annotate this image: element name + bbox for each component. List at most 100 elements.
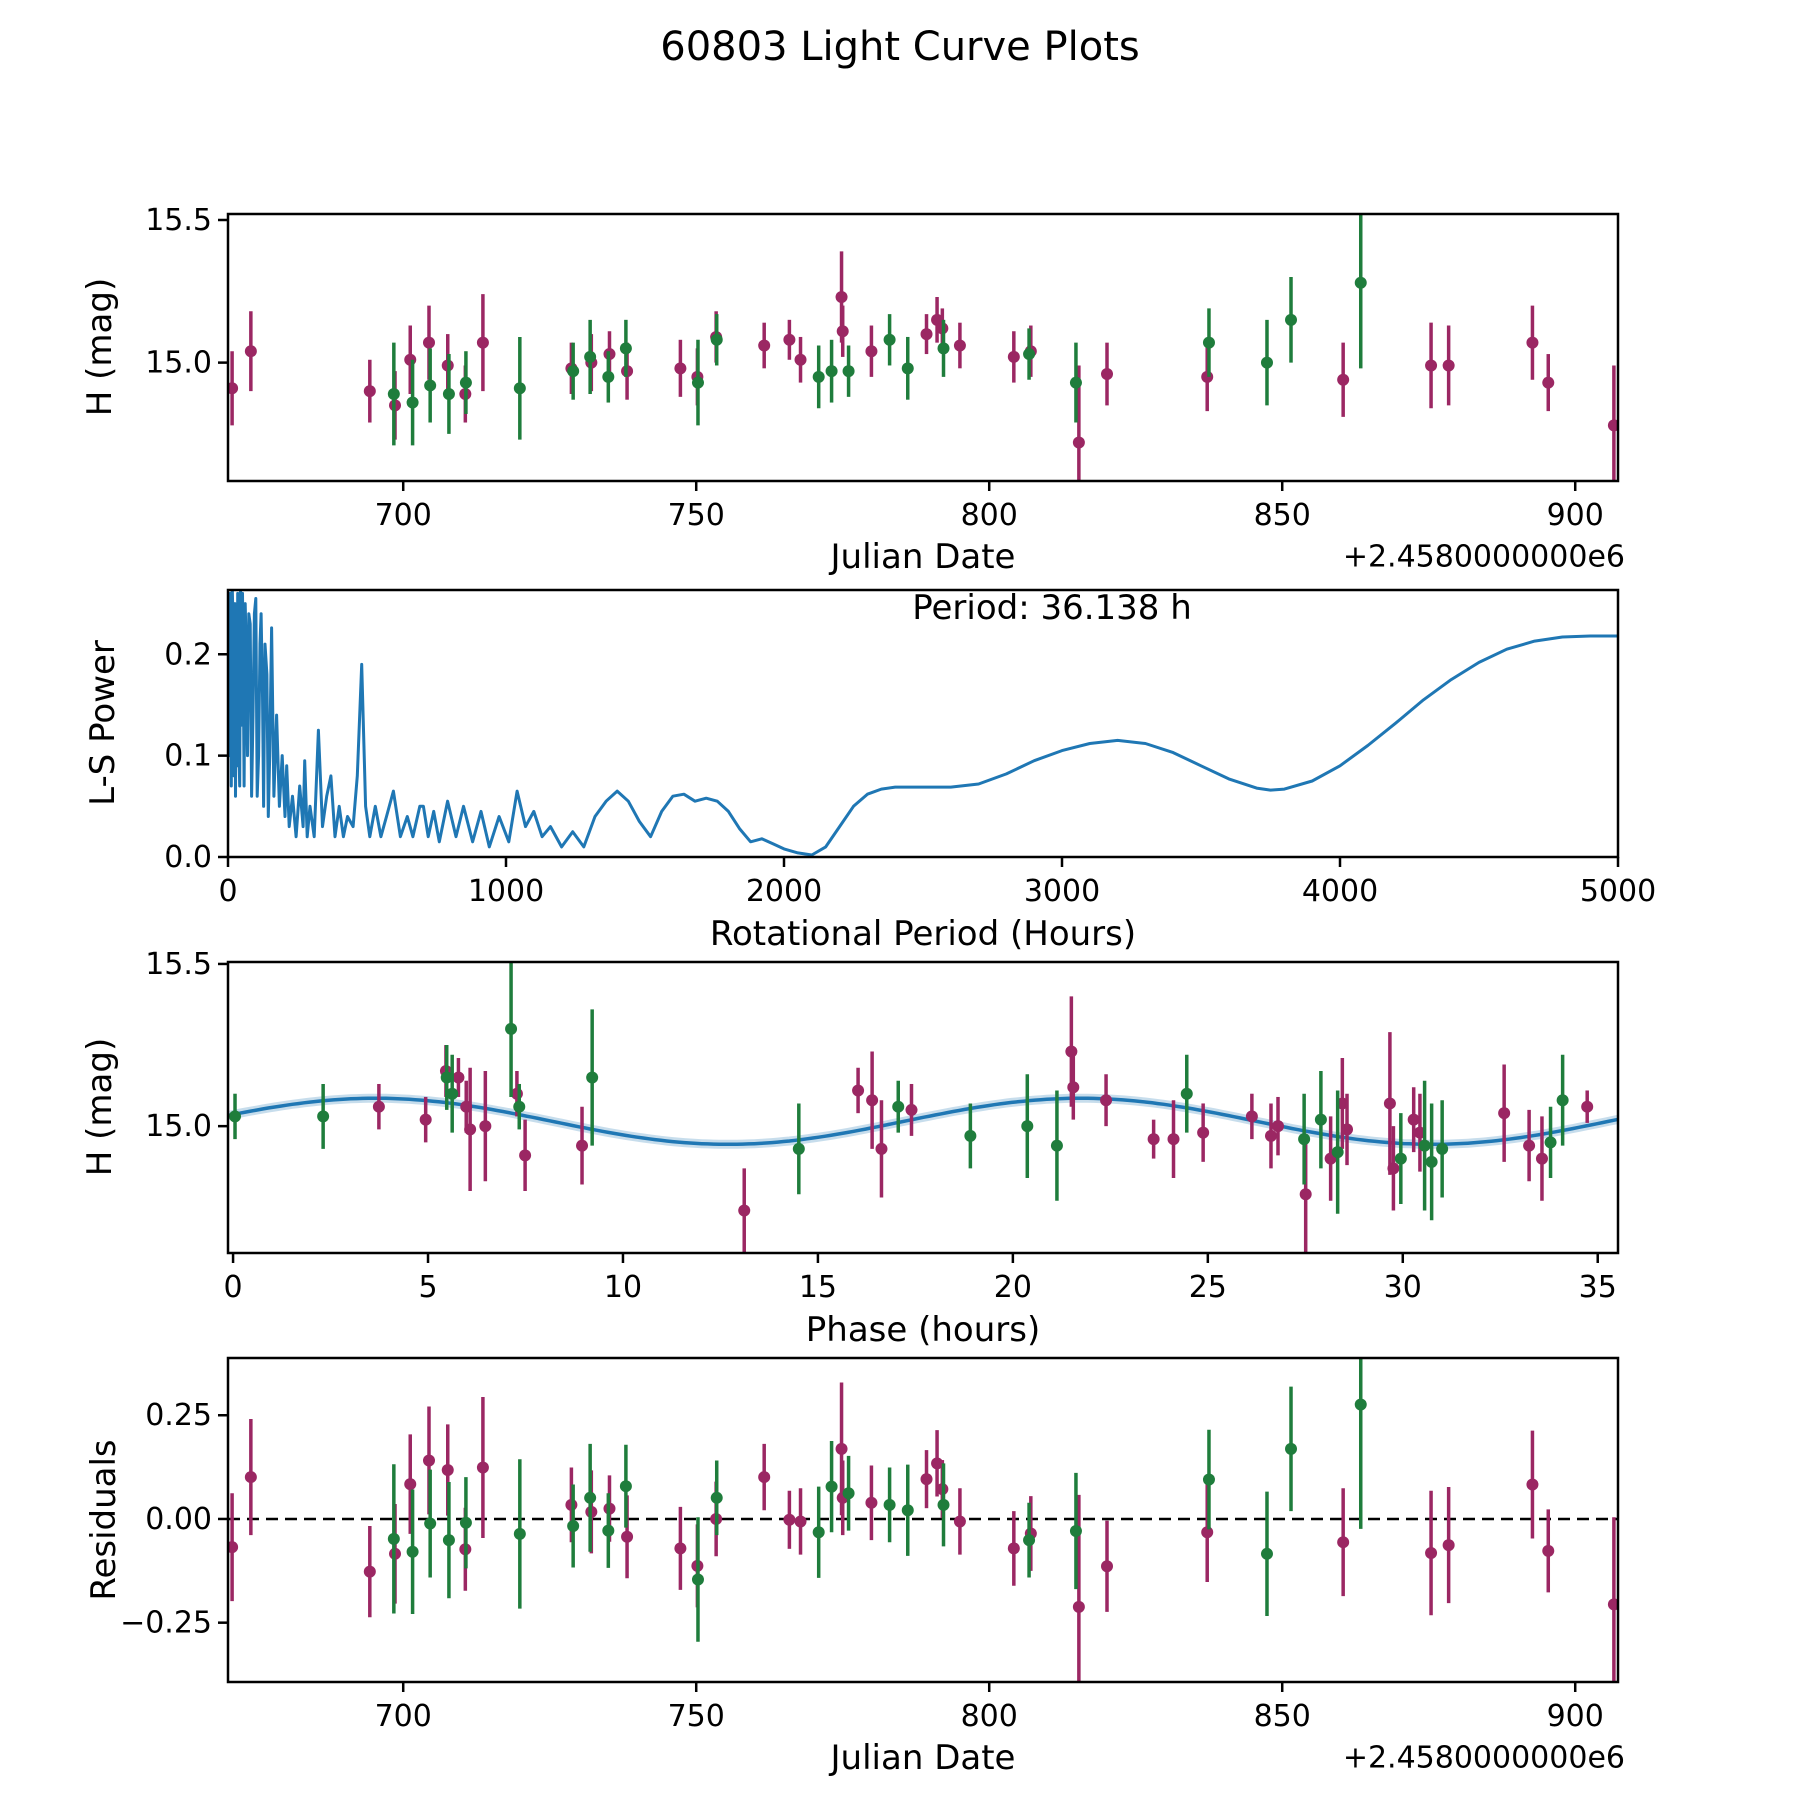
period-annotation: Period: 36.138 h [912,588,1192,628]
data-point [1394,1152,1407,1165]
data-point [1442,359,1455,372]
axes-frame [226,588,1620,859]
data-point [920,328,933,341]
data-point [1069,1524,1082,1537]
data-point [1285,1442,1298,1455]
data-point [1523,1139,1536,1152]
x-tick-label: 800 [961,1699,1018,1734]
data-point [317,1110,330,1123]
data-point [441,1464,454,1477]
data-point [1067,1081,1080,1094]
x-tick-label: 700 [375,1699,432,1734]
data-point [783,333,796,346]
data-point [422,1454,435,1467]
data-point [852,1084,865,1097]
data-point [519,1149,532,1162]
p4-y-axis-label: Residuals [84,1439,124,1601]
data-point [576,1139,589,1152]
x-tick-label: 10 [604,1270,642,1305]
data-point [1272,1120,1285,1133]
data-point [1542,1544,1555,1557]
data-point [505,1022,518,1035]
data-point [1299,1188,1312,1201]
data-point [1298,1133,1311,1146]
data-point [1023,1534,1036,1547]
data-point [738,1204,751,1217]
data-point [1556,1094,1569,1107]
data-point [883,333,896,346]
y-tick-label: 15.5 [145,947,212,982]
data-point [1425,359,1438,372]
data-point [244,345,257,358]
data-point [710,333,723,346]
x-tick-label: 900 [1547,498,1604,533]
p3-y-axis-label: H (mag) [80,1037,120,1177]
p3-x-axis-label: Phase (hours) [805,1310,1041,1350]
data-point [835,1442,848,1455]
data-point [464,1123,477,1136]
data-point [1383,1097,1396,1110]
data-point [842,1487,855,1500]
data-point [1202,336,1215,349]
data-point [1535,1152,1548,1165]
data-point [1425,1155,1438,1168]
x-tick-label: 0 [224,1270,243,1305]
panel-phased_lightcurve: 0 5 10 15 20 25 30 35 15.5 15.0 [145,947,1620,1305]
data-point [406,1545,419,1558]
data-point [387,1532,400,1545]
data-point [1285,313,1298,326]
data-point [1337,373,1350,386]
data-point [812,370,825,383]
data-point [953,339,966,352]
data-point [794,1515,807,1528]
x-tick-label: 850 [1254,498,1311,533]
data-point [1167,1133,1180,1146]
data-point [363,385,376,398]
data-point [1197,1126,1210,1139]
x-tick-label: 30 [1384,1270,1422,1305]
axes-frame [226,212,1620,483]
data-point [1021,1120,1034,1133]
x-tick-label: 4000 [1302,874,1378,909]
x-tick-label: 5000 [1580,874,1656,909]
data-point [244,1471,257,1484]
data-point [920,1473,933,1486]
data-point [446,1087,459,1100]
p1-y-axis-label: H (mag) [80,277,120,417]
data-point [419,1113,432,1126]
p2-x-axis-label: Rotational Period (Hours) [709,914,1137,954]
data-point [363,1565,376,1578]
data-point [866,1094,879,1107]
y-tick-label: 15.5 [145,203,212,238]
axes-frame [226,960,1620,1255]
x-tick-label: 800 [961,498,1018,533]
x-tick-label: 1000 [468,874,544,909]
data-point [476,1461,489,1474]
y-tick-label: 15.0 [145,346,212,381]
data-point [404,1478,417,1491]
data-point [229,1110,242,1123]
data-point [875,1142,888,1155]
data-point [1526,1478,1539,1491]
data-point [905,1103,918,1116]
p1-x-offset-label: +2.4580000000e6 [1342,539,1625,575]
p4-x-axis-label: Julian Date [830,1738,1016,1778]
x-tick-label: 5 [418,1270,437,1305]
data-point [459,376,472,389]
periodogram-line [228,590,1618,857]
data-point [1425,1546,1438,1559]
data-point [1007,350,1020,363]
data-point [621,1530,634,1543]
data-point [794,353,807,366]
x-tick-label: 35 [1579,1270,1617,1305]
data-point [691,376,704,389]
y-tick-label: 0.25 [145,1398,212,1433]
data-point [459,1516,472,1529]
figure-title: 60803 Light Curve Plots [660,24,1140,70]
x-tick-label: 3000 [1024,874,1100,909]
data-point [1245,1110,1258,1123]
y-tick-label: 0.1 [164,739,212,774]
data-point [387,387,400,400]
